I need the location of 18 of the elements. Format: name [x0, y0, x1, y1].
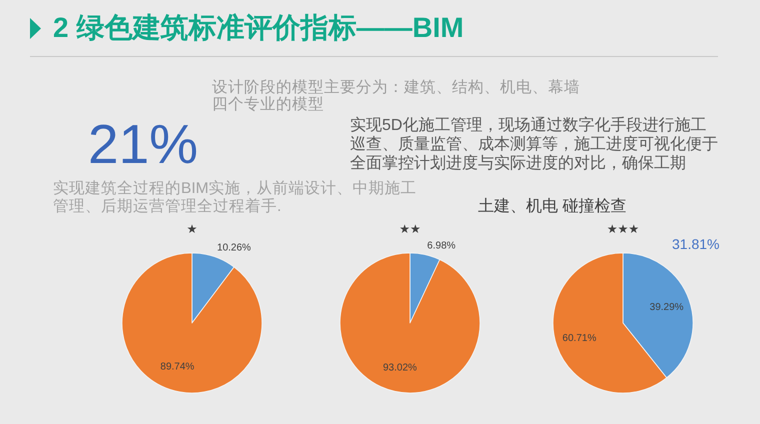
text: 实现5D化施工管理，现场通过数字化手段进行施工巡查、质量监管、成本测算等，施工进度可视化便于全面掌控计划进度与实际进度的对比，确保工期	[350, 116, 719, 172]
data-label: 89.74%	[160, 361, 194, 372]
data-label: 60.71%	[562, 332, 596, 344]
text: 土建、机电 碰撞检查	[478, 197, 626, 217]
data-label: 39.29%	[650, 302, 684, 314]
data-label: 10.26%	[217, 242, 252, 254]
chart-title: ★★★	[606, 222, 640, 236]
pie-slice	[122, 252, 262, 394]
data-label: 6.98%	[427, 240, 456, 252]
data-label: 93.02%	[382, 362, 418, 374]
chart-title: ★★	[399, 222, 421, 236]
text: 实现建筑全过程的BIM实施，从前端设计、中期施工管理、后期运营管理全过程着手.	[53, 180, 418, 216]
text: 设计阶段的模型主要分为：建筑、结构、机电、幕墙四个专业的模型	[212, 78, 581, 112]
text: 2 绿色建筑标准评价指标——BIM	[53, 12, 464, 44]
text: 31.81%	[672, 236, 720, 252]
chart-title: ★	[186, 222, 198, 236]
text: 21%	[88, 112, 198, 174]
pie-slice	[340, 252, 480, 394]
